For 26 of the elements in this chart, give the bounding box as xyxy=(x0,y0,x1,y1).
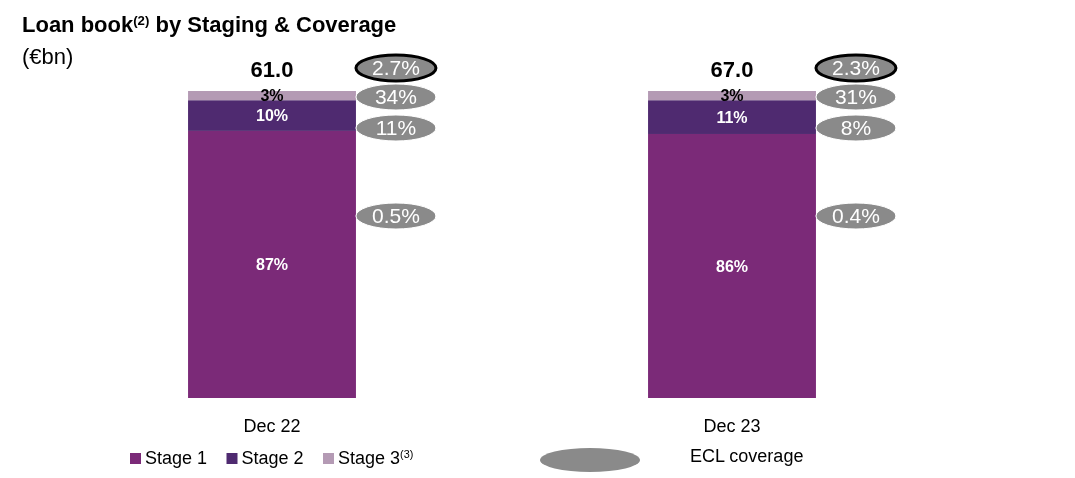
annotation: 8% xyxy=(840,116,872,140)
bar xyxy=(648,133,816,398)
text: 2.3% xyxy=(832,56,880,80)
data-label: 3% xyxy=(260,87,284,105)
bar xyxy=(188,130,356,398)
x-tick-label: Dec 23 xyxy=(703,416,761,436)
data-label: 86% xyxy=(715,257,749,275)
text: 67.0 xyxy=(710,57,754,82)
annotation: 0.5% xyxy=(372,204,420,228)
annotation: 11% xyxy=(375,116,417,140)
annotation: 0.4% xyxy=(832,204,880,228)
data-label: 10% xyxy=(255,107,289,125)
legend-label: Stage 1 xyxy=(145,448,208,468)
data-label: 3% xyxy=(720,87,744,105)
x-tick-label: Dec 22 xyxy=(243,416,301,436)
chart-title: Loan book$^{(2)}$ by Staging & Coverage xyxy=(22,12,397,37)
annotation: 31% xyxy=(834,85,877,109)
chart-subtitle: (€bn) xyxy=(22,44,74,69)
data-label: 87% xyxy=(255,256,289,274)
text: 2.7% xyxy=(372,56,420,80)
legend-label: Stage 3$^{(3)}$ xyxy=(338,448,414,468)
text: ECL coverage xyxy=(690,446,804,466)
data-label: 11% xyxy=(716,108,748,126)
legend-label: Stage 2 xyxy=(241,448,304,468)
annotation: 34% xyxy=(374,85,417,109)
text: 61.0 xyxy=(250,57,294,82)
